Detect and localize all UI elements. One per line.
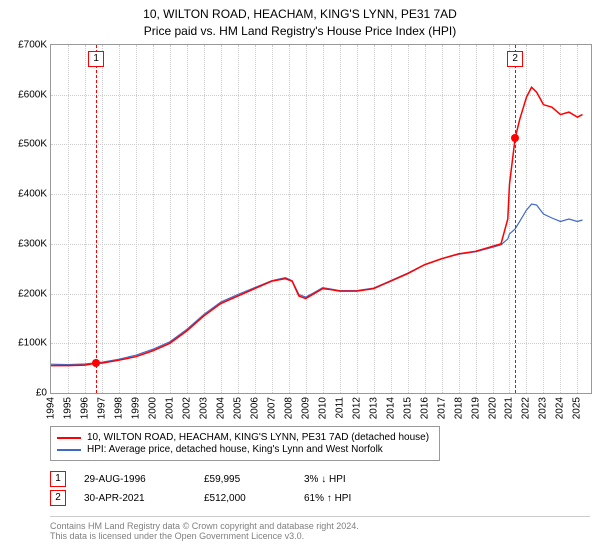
footer-line-1: Contains HM Land Registry data © Crown c… [50, 521, 590, 531]
x-tick-label: 2007 [266, 397, 277, 419]
legend-box: 10, WILTON ROAD, HEACHAM, KING'S LYNN, P… [50, 426, 440, 461]
x-tick-label: 1995 [62, 397, 73, 419]
x-tick-label: 2021 [504, 397, 515, 419]
x-tick-label: 2009 [300, 397, 311, 419]
x-tick-label: 2011 [334, 397, 345, 419]
x-tick-label: 2003 [198, 397, 209, 419]
x-tick-label: 2013 [368, 397, 379, 419]
marker-line-2 [515, 45, 516, 393]
event-price: £512,000 [204, 493, 304, 504]
events-block: 1 29-AUG-1996£59,9953% ↓ HPI 2 30-APR-2021£… [50, 468, 424, 509]
x-tick-label: 2020 [487, 397, 498, 419]
footer-block: Contains HM Land Registry data © Crown c… [50, 516, 590, 541]
y-tick-label: £700K [18, 40, 47, 51]
marker-number-2: 2 [507, 51, 523, 67]
y-tick-label: £500K [18, 139, 47, 150]
y-tick-label: £600K [18, 89, 47, 100]
marker-dot-1 [92, 359, 100, 367]
event-date: 30-APR-2021 [84, 493, 204, 504]
x-tick-label: 2023 [538, 397, 549, 419]
x-tick-label: 2008 [283, 397, 294, 419]
chart-container: 10, WILTON ROAD, HEACHAM, KING'S LYNN, P… [0, 0, 600, 560]
x-tick-label: 2025 [572, 397, 583, 419]
legend-swatch-hpi [57, 449, 81, 451]
event-pct: 61% ↑ HPI [304, 493, 424, 504]
x-tick-label: 2024 [555, 397, 566, 419]
x-tick-label: 1998 [113, 397, 124, 419]
x-tick-label: 1994 [46, 397, 57, 419]
x-tick-label: 2016 [419, 397, 430, 419]
title-block: 10, WILTON ROAD, HEACHAM, KING'S LYNN, P… [0, 0, 600, 40]
x-tick-label: 2019 [470, 397, 481, 419]
legend-row-hpi: HPI: Average price, detached house, King… [57, 444, 433, 455]
x-tick-label: 2010 [317, 397, 328, 419]
x-tick-label: 2012 [351, 397, 362, 419]
x-tick-label: 2005 [232, 397, 243, 419]
y-tick-label: £200K [18, 288, 47, 299]
x-tick-label: 2017 [436, 397, 447, 419]
y-tick-label: £300K [18, 238, 47, 249]
title-line-1: 10, WILTON ROAD, HEACHAM, KING'S LYNN, P… [0, 6, 600, 23]
plot-area: £0£100K£200K£300K£400K£500K£600K£700K199… [50, 44, 592, 394]
event-number: 1 [50, 471, 66, 487]
x-tick-label: 2001 [164, 397, 175, 419]
y-tick-label: £400K [18, 189, 47, 200]
series-svg [51, 45, 591, 393]
x-tick-label: 2006 [249, 397, 260, 419]
marker-dot-2 [511, 134, 519, 142]
x-tick-label: 2015 [402, 397, 413, 419]
series-hpi [51, 204, 583, 365]
x-tick-label: 2000 [147, 397, 158, 419]
legend-row-property: 10, WILTON ROAD, HEACHAM, KING'S LYNN, P… [57, 432, 433, 443]
x-tick-label: 1999 [130, 397, 141, 419]
event-pct: 3% ↓ HPI [304, 474, 424, 485]
event-number: 2 [50, 490, 66, 506]
footer-line-2: This data is licensed under the Open Gov… [50, 531, 590, 541]
event-row-2: 2 30-APR-2021£512,00061% ↑ HPI [50, 490, 424, 506]
x-tick-label: 1997 [96, 397, 107, 419]
legend-swatch-property [57, 437, 81, 439]
x-tick-label: 2004 [215, 397, 226, 419]
title-line-2: Price paid vs. HM Land Registry's House … [0, 23, 600, 40]
y-tick-label: £100K [18, 338, 47, 349]
x-tick-label: 2022 [521, 397, 532, 419]
x-tick-label: 2002 [181, 397, 192, 419]
series-property [51, 87, 583, 365]
event-row-1: 1 29-AUG-1996£59,9953% ↓ HPI [50, 471, 424, 487]
x-tick-label: 1996 [79, 397, 90, 419]
marker-number-1: 1 [88, 51, 104, 67]
legend-label-hpi: HPI: Average price, detached house, King… [87, 444, 383, 455]
x-tick-label: 2018 [453, 397, 464, 419]
legend-label-property: 10, WILTON ROAD, HEACHAM, KING'S LYNN, P… [87, 432, 429, 443]
x-tick-label: 2014 [385, 397, 396, 419]
marker-line-1 [96, 45, 97, 393]
event-date: 29-AUG-1996 [84, 474, 204, 485]
event-price: £59,995 [204, 474, 304, 485]
